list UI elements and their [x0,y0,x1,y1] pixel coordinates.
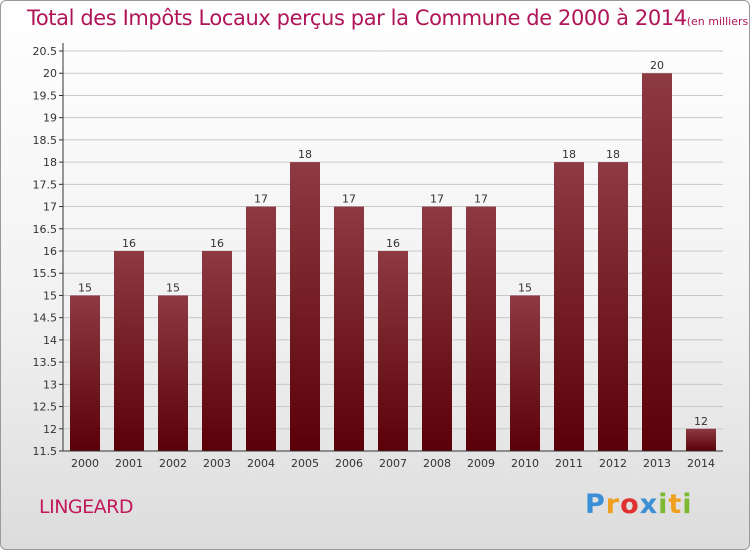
value-label: 16 [122,237,136,250]
commune-name: LINGEARD [39,496,133,518]
y-tick-label: 17.5 [33,178,58,191]
y-tick-label: 13 [43,378,57,391]
y-tick-label: 12 [43,423,57,436]
bars: 15 16 15 16 17 18 17 16 17 17 15 18 18 20 12 [70,59,716,451]
value-label: 16 [210,237,224,250]
value-label: 20 [650,59,664,72]
logo-letter: r [605,489,621,520]
x-tick-label: 2002 [159,457,187,470]
bar-2007[interactable] [378,251,408,451]
y-tick-label: 15.5 [33,267,58,280]
x-tick-label: 2003 [203,457,231,470]
x-tick-label: 2011 [555,457,583,470]
unit-note: (en milliers d'€) [686,15,749,28]
value-label: 18 [606,148,620,161]
value-label: 18 [562,148,576,161]
logo-letter: x [639,489,659,520]
value-label: 17 [342,193,356,206]
y-tick-label: 16.5 [33,223,58,236]
value-label: 18 [298,148,312,161]
y-tick-label: 12.5 [33,401,58,414]
y-tick-label: 14.5 [33,312,58,325]
logo-letter: i [658,489,669,520]
x-tick-label: 2014 [687,457,715,470]
x-tick-label: 2009 [467,457,495,470]
value-label: 17 [430,193,444,206]
bar-2002[interactable] [158,295,188,451]
y-tick-label: 19.5 [33,89,58,102]
value-label: 12 [694,415,708,428]
bar-2005[interactable] [290,162,320,451]
x-tick-label: 2010 [511,457,539,470]
x-tick-label: 2013 [643,457,671,470]
value-label: 17 [254,193,268,206]
x-tick-label: 2007 [379,457,407,470]
y-tick-label: 20 [43,67,57,80]
x-tick-label: 2000 [71,457,99,470]
chart-title: Total des Impôts Locaux perçus par la Co… [27,6,749,30]
bar-2014[interactable] [686,428,716,451]
value-label: 15 [166,281,180,294]
logo-letter: t [668,489,683,520]
x-axis: 2000 2001 2002 2003 2004 2005 2006 2007 2008 2009… [63,450,723,470]
y-tick-label: 18 [43,156,57,169]
y-tick-label: 14 [43,334,57,347]
bar-2000[interactable] [70,295,100,451]
bar-2006[interactable] [334,206,364,451]
logo-letter: P [585,489,606,520]
bar-2004[interactable] [246,206,276,451]
logo-letter: o [620,489,640,520]
bar-2003[interactable] [202,251,232,451]
y-tick-label: 18.5 [33,134,58,147]
value-label: 15 [78,281,92,294]
x-tick-label: 2005 [291,457,319,470]
bar-2008[interactable] [422,206,452,451]
y-axis: 11.5 12 12.5 13 13.5 14 14.5 15 15.5 16 16.5 17 17.5… [33,43,64,458]
value-label: 16 [386,237,400,250]
x-tick-label: 2001 [115,457,143,470]
logo-letter: i [682,489,693,520]
value-label: 17 [474,193,488,206]
x-tick-label: 2006 [335,457,363,470]
bar-2009[interactable] [466,206,496,451]
x-tick-label: 2012 [599,457,627,470]
bar-2001[interactable] [114,251,144,451]
y-tick-label: 16 [43,245,57,258]
x-tick-label: 2004 [247,457,275,470]
value-label: 15 [518,281,532,294]
y-tick-label: 20.5 [33,45,58,58]
bar-2013[interactable] [642,73,672,451]
chart-title-text: Total des Impôts Locaux perçus par la Co… [27,6,687,30]
proxiti-logo[interactable]: Proxiti [585,489,693,520]
y-tick-label: 17 [43,201,57,214]
bar-2012[interactable] [598,162,628,451]
y-tick-label: 19 [43,112,57,125]
y-tick-label: 11.5 [33,445,58,458]
bar-2011[interactable] [554,162,584,451]
bar-2010[interactable] [510,295,540,451]
x-tick-label: 2008 [423,457,451,470]
y-tick-label: 15 [43,289,57,302]
y-tick-label: 13.5 [33,356,58,369]
